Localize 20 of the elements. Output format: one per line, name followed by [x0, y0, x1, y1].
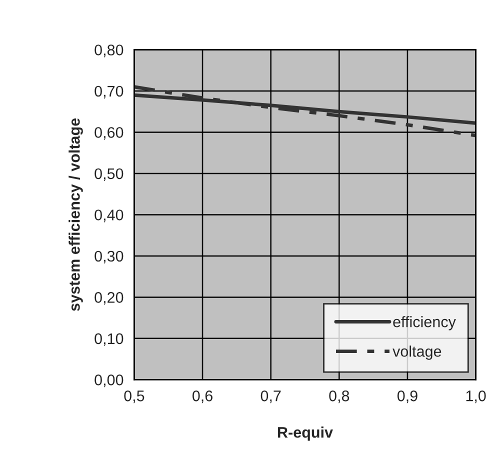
y-tick-label: 0,70: [94, 86, 124, 98]
x-tick-label: 1,0: [466, 390, 486, 404]
line-series: [134, 85, 476, 138]
legend-label: efficiency: [393, 316, 456, 330]
y-tick-label: 0,10: [94, 333, 124, 346]
y-tick-label: 0,60: [94, 127, 124, 140]
y-axis-title: system efficiency / voltage: [68, 118, 83, 311]
x-tick-label: 0,5: [124, 390, 144, 404]
x-tick-label: 0,9: [397, 390, 418, 404]
y-tick-label: 0,80: [94, 44, 124, 58]
x-tick-label: 0,6: [192, 390, 212, 404]
y-tick-label: 0,00: [94, 374, 124, 388]
y-tick-label: 0,20: [94, 292, 124, 305]
y-tick-label: 0,50: [94, 168, 124, 181]
y-tick-label: 0,40: [94, 210, 124, 222]
legend-label: voltage: [392, 346, 442, 360]
x-tick-label: 0,7: [260, 390, 281, 404]
y-tick-label: 0,30: [94, 250, 124, 264]
x-tick-label: 0,8: [329, 390, 350, 404]
x-axis-title: R-equiv: [278, 426, 333, 441]
